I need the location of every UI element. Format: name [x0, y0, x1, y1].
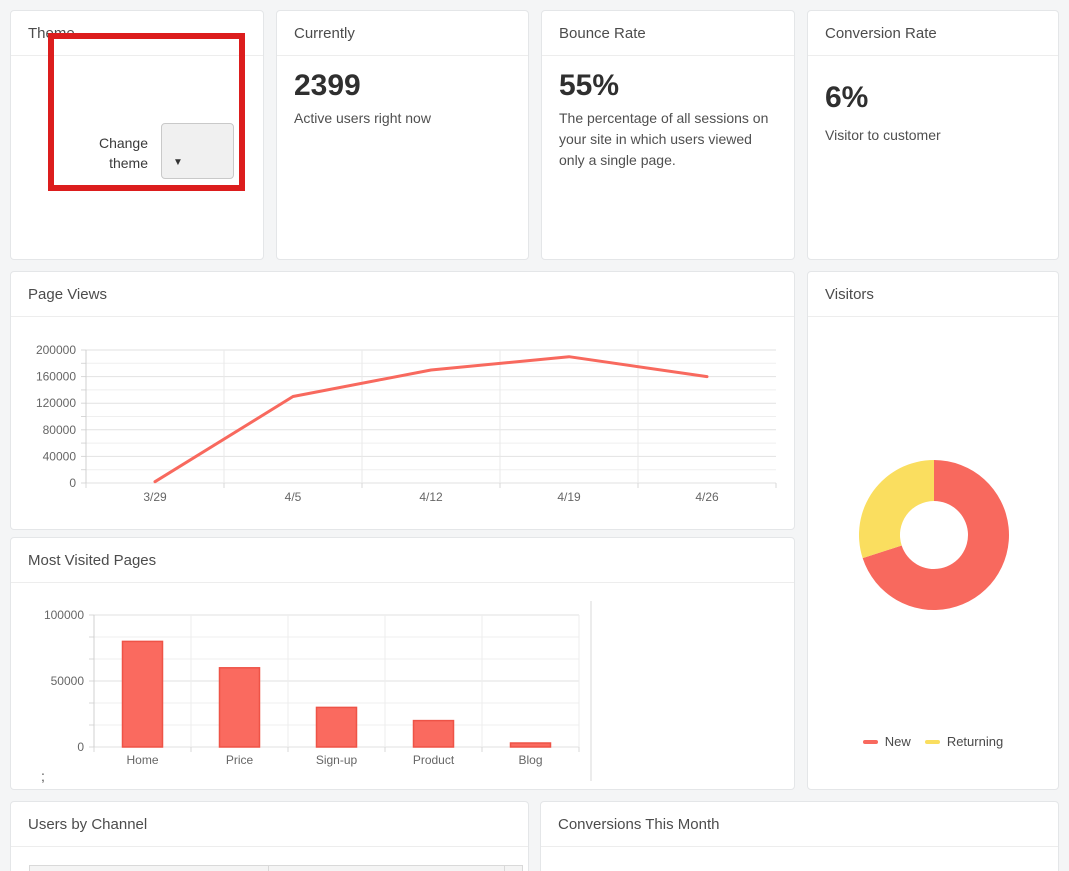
- stray-semicolon-text: ;: [41, 768, 45, 784]
- visitors-doughnut-chart: [808, 317, 1058, 791]
- svg-text:4/12: 4/12: [419, 490, 443, 504]
- card-page-views-title: Page Views: [11, 272, 794, 317]
- svg-text:Blog: Blog: [518, 753, 542, 767]
- svg-text:Product: Product: [413, 753, 455, 767]
- card-bounce-rate-body: 55% The percentage of all sessions on yo…: [542, 56, 794, 179]
- card-visitors-title: Visitors: [808, 272, 1058, 317]
- page-views-line-chart: 0 40000 80000 120000 160000 200000 3/29 4/5 4/12…: [11, 317, 794, 531]
- visitors-chart-legend: New Returning: [808, 734, 1058, 749]
- card-users-by-channel-title: Users by Channel: [11, 802, 528, 847]
- bounce-rate-value: 55%: [559, 69, 620, 102]
- svg-text:200000: 200000: [36, 343, 76, 357]
- table-header-cell: [505, 866, 523, 871]
- bounce-rate-description: The percentage of all sessions on your s…: [559, 110, 769, 168]
- card-currently-title: Currently: [277, 11, 528, 56]
- card-conversions-this-month-title: Conversions This Month: [541, 802, 1058, 847]
- card-theme-title: Theme: [11, 11, 263, 56]
- svg-text:50000: 50000: [51, 674, 85, 688]
- table-header-cell: [269, 866, 506, 871]
- svg-text:40000: 40000: [43, 449, 77, 463]
- conversion-rate-value: 6%: [825, 81, 869, 114]
- card-most-visited-pages-title: Most Visited Pages: [11, 538, 794, 583]
- card-bounce-rate: Bounce Rate 55% The percentage of all se…: [541, 10, 795, 260]
- svg-text:0: 0: [77, 740, 84, 754]
- svg-text:4/26: 4/26: [695, 490, 719, 504]
- active-users-value: 2399: [294, 69, 361, 102]
- card-conversions-this-month: Conversions This Month: [540, 801, 1059, 871]
- conversion-rate-description: Visitor to customer: [825, 127, 941, 143]
- svg-text:80000: 80000: [43, 423, 77, 437]
- theme-select-label: Change theme: [98, 135, 148, 171]
- card-users-by-channel: Users by Channel: [10, 801, 529, 871]
- card-theme: Theme Change theme ▼: [10, 10, 264, 260]
- svg-text:3/29: 3/29: [143, 490, 167, 504]
- svg-text:Sign-up: Sign-up: [316, 753, 358, 767]
- legend-item-returning[interactable]: Returning: [924, 734, 1003, 749]
- users-by-channel-table-header: [29, 865, 523, 871]
- table-header-cell: [30, 866, 270, 871]
- active-users-description: Active users right now: [294, 110, 431, 126]
- svg-text:100000: 100000: [44, 608, 84, 622]
- card-currently: Currently 2399 Active users right now: [276, 10, 529, 260]
- svg-text:120000: 120000: [36, 396, 76, 410]
- legend-item-new[interactable]: New: [862, 734, 911, 749]
- legend-marker-returning: [924, 739, 940, 744]
- theme-select[interactable]: ▼: [161, 123, 234, 179]
- svg-text:Price: Price: [226, 753, 254, 767]
- card-conversion-rate-body: 6% Visitor to customer: [808, 56, 1058, 154]
- svg-text:160000: 160000: [36, 370, 76, 384]
- card-visitors: Visitors New Returning: [807, 271, 1059, 790]
- card-currently-body: 2399 Active users right now: [277, 56, 528, 137]
- card-page-views: Page Views 0 40000 80000 120000 160000 200000…: [10, 271, 795, 530]
- svg-text:4/19: 4/19: [557, 490, 581, 504]
- svg-text:Home: Home: [126, 753, 158, 767]
- card-conversion-rate-title: Conversion Rate: [808, 11, 1058, 56]
- card-bounce-rate-title: Bounce Rate: [542, 11, 794, 56]
- card-theme-body: Change theme ▼: [11, 56, 263, 275]
- svg-text:0: 0: [69, 476, 76, 490]
- card-conversion-rate: Conversion Rate 6% Visitor to customer: [807, 10, 1059, 260]
- svg-text:4/5: 4/5: [285, 490, 302, 504]
- chevron-down-icon: ▼: [173, 157, 183, 168]
- legend-marker-new: [862, 739, 878, 744]
- most-visited-pages-bar-chart: 0 50000 100000 Home Price Sign-up Product Blog: [11, 584, 794, 791]
- card-most-visited-pages: Most Visited Pages 0 50000 100000 Home Price…: [10, 537, 795, 790]
